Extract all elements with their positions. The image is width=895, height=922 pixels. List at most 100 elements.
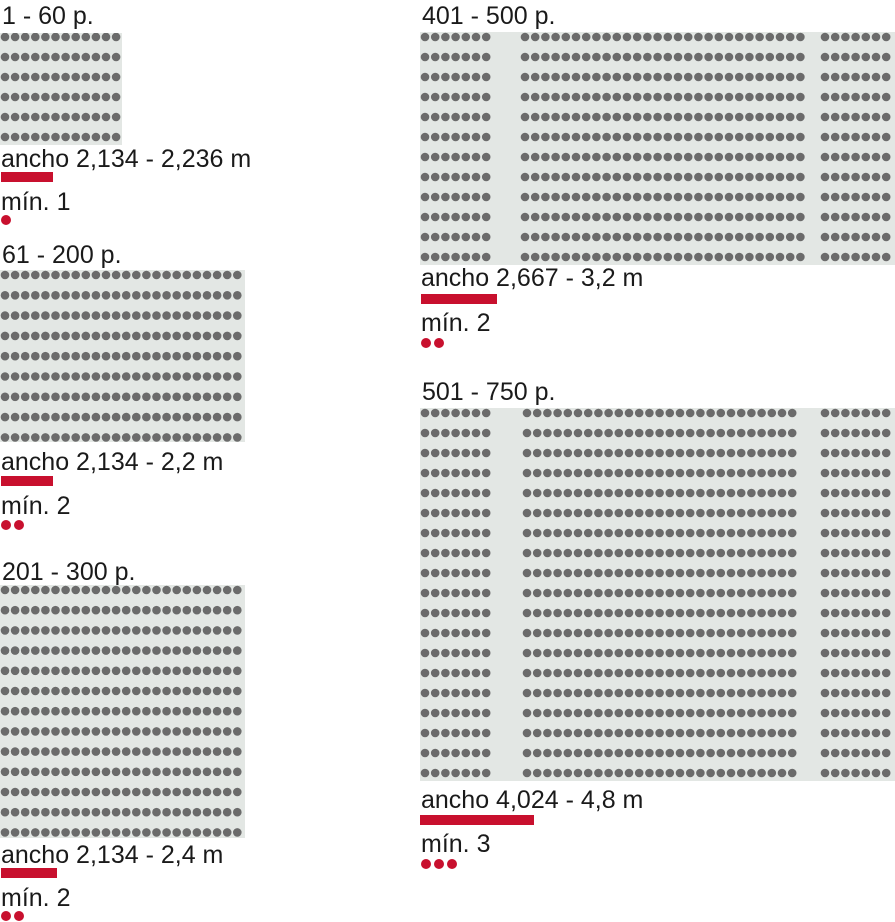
seat-dot	[51, 666, 60, 676]
seat-dot	[796, 192, 805, 202]
seat-dot	[420, 152, 430, 162]
seat-dot	[604, 628, 613, 638]
seat-dot	[563, 708, 573, 718]
seat-dot	[583, 548, 593, 558]
seat-dot	[841, 92, 850, 102]
seat-dot	[655, 408, 664, 418]
seat-dot	[441, 212, 450, 222]
seat-dot	[0, 291, 10, 300]
seat-dot	[665, 568, 675, 578]
seat-dot	[441, 132, 450, 142]
seat-dot	[430, 528, 440, 538]
seat-dot	[820, 32, 830, 42]
seat-dot	[881, 528, 891, 538]
seat-dot	[663, 152, 673, 162]
seat-dot	[675, 508, 685, 518]
seat-dot	[51, 72, 60, 82]
seat-dot	[747, 488, 756, 498]
seat-dot	[734, 92, 744, 102]
seat-dot	[851, 252, 860, 262]
seat-dot	[871, 568, 881, 578]
seat-dot	[51, 291, 60, 300]
seat-dot	[61, 311, 70, 320]
seat-dot	[420, 488, 430, 498]
seat-dot	[121, 331, 131, 341]
seat-dot	[665, 628, 675, 638]
seat-dot	[861, 468, 871, 478]
seat-dot	[152, 585, 161, 595]
seat-dot	[481, 488, 491, 498]
seat-dot	[132, 433, 141, 442]
seat-dot	[41, 807, 50, 817]
seat-dot	[716, 608, 726, 618]
seat-dot	[41, 270, 50, 280]
seat-dot	[192, 585, 202, 595]
seat-dot	[796, 212, 805, 222]
seat-dot	[451, 528, 460, 538]
seat-dot	[861, 728, 871, 738]
seat-dot	[655, 608, 664, 618]
seat-dot	[757, 608, 766, 618]
seat-dot	[851, 232, 860, 242]
seat-dot	[142, 828, 151, 837]
seat-dot	[51, 646, 60, 655]
seat-dot	[172, 646, 181, 655]
seat-dot	[81, 605, 91, 615]
seat-dot	[101, 727, 111, 736]
seat-dot	[694, 112, 703, 122]
seat-dot	[41, 787, 50, 797]
seat-dot	[594, 488, 603, 498]
seat-dot	[233, 787, 242, 797]
seat-dot	[212, 331, 222, 341]
seat-dot	[765, 92, 775, 102]
seat-dot	[775, 132, 785, 142]
seat-dot	[182, 311, 192, 320]
seat-dot	[481, 72, 491, 82]
seat-dot	[602, 92, 611, 102]
seat-dot	[441, 628, 450, 638]
seat-dot	[481, 588, 491, 598]
seat-dot	[553, 668, 562, 678]
width-bar	[1, 172, 53, 182]
seat-dot	[121, 311, 131, 320]
seat-dot	[604, 768, 613, 778]
seat-dot	[530, 72, 540, 82]
seat-dot	[624, 608, 634, 618]
exit-dot	[1, 215, 11, 225]
seat-dot	[851, 132, 860, 142]
seat-dot	[706, 548, 715, 558]
seat-dot	[420, 548, 430, 558]
seat-dot	[202, 311, 212, 320]
seat-dot	[830, 488, 840, 498]
seat-dot	[41, 605, 50, 615]
seat-dot	[747, 448, 756, 458]
seat-dot	[101, 33, 111, 42]
seat-dot	[31, 828, 40, 837]
seat-dot	[785, 112, 795, 122]
seat-dot	[430, 488, 440, 498]
seat-dot	[663, 112, 673, 122]
seat-dot	[767, 448, 777, 458]
seat-dot	[622, 172, 632, 182]
seat-dot	[643, 92, 652, 102]
seat-dot	[31, 666, 40, 676]
seat-dot	[624, 708, 634, 718]
seat-dot	[563, 448, 573, 458]
seat-dot	[571, 252, 581, 262]
seat-dot	[694, 132, 703, 142]
seat-dot	[594, 628, 603, 638]
seat-dot	[696, 588, 705, 598]
seat-dot	[820, 548, 830, 558]
seat-dot	[624, 628, 634, 638]
seat-dot	[481, 252, 491, 262]
seat-dot	[683, 92, 693, 102]
seat-dot	[775, 232, 785, 242]
seat-dot	[604, 508, 613, 518]
seat-dot	[212, 392, 222, 402]
seat-dot	[777, 448, 787, 458]
seat-dot	[522, 488, 532, 498]
seat-dot	[573, 528, 583, 538]
seat-dot	[655, 628, 664, 638]
seat-dot	[602, 132, 611, 142]
seat-dot	[775, 92, 785, 102]
